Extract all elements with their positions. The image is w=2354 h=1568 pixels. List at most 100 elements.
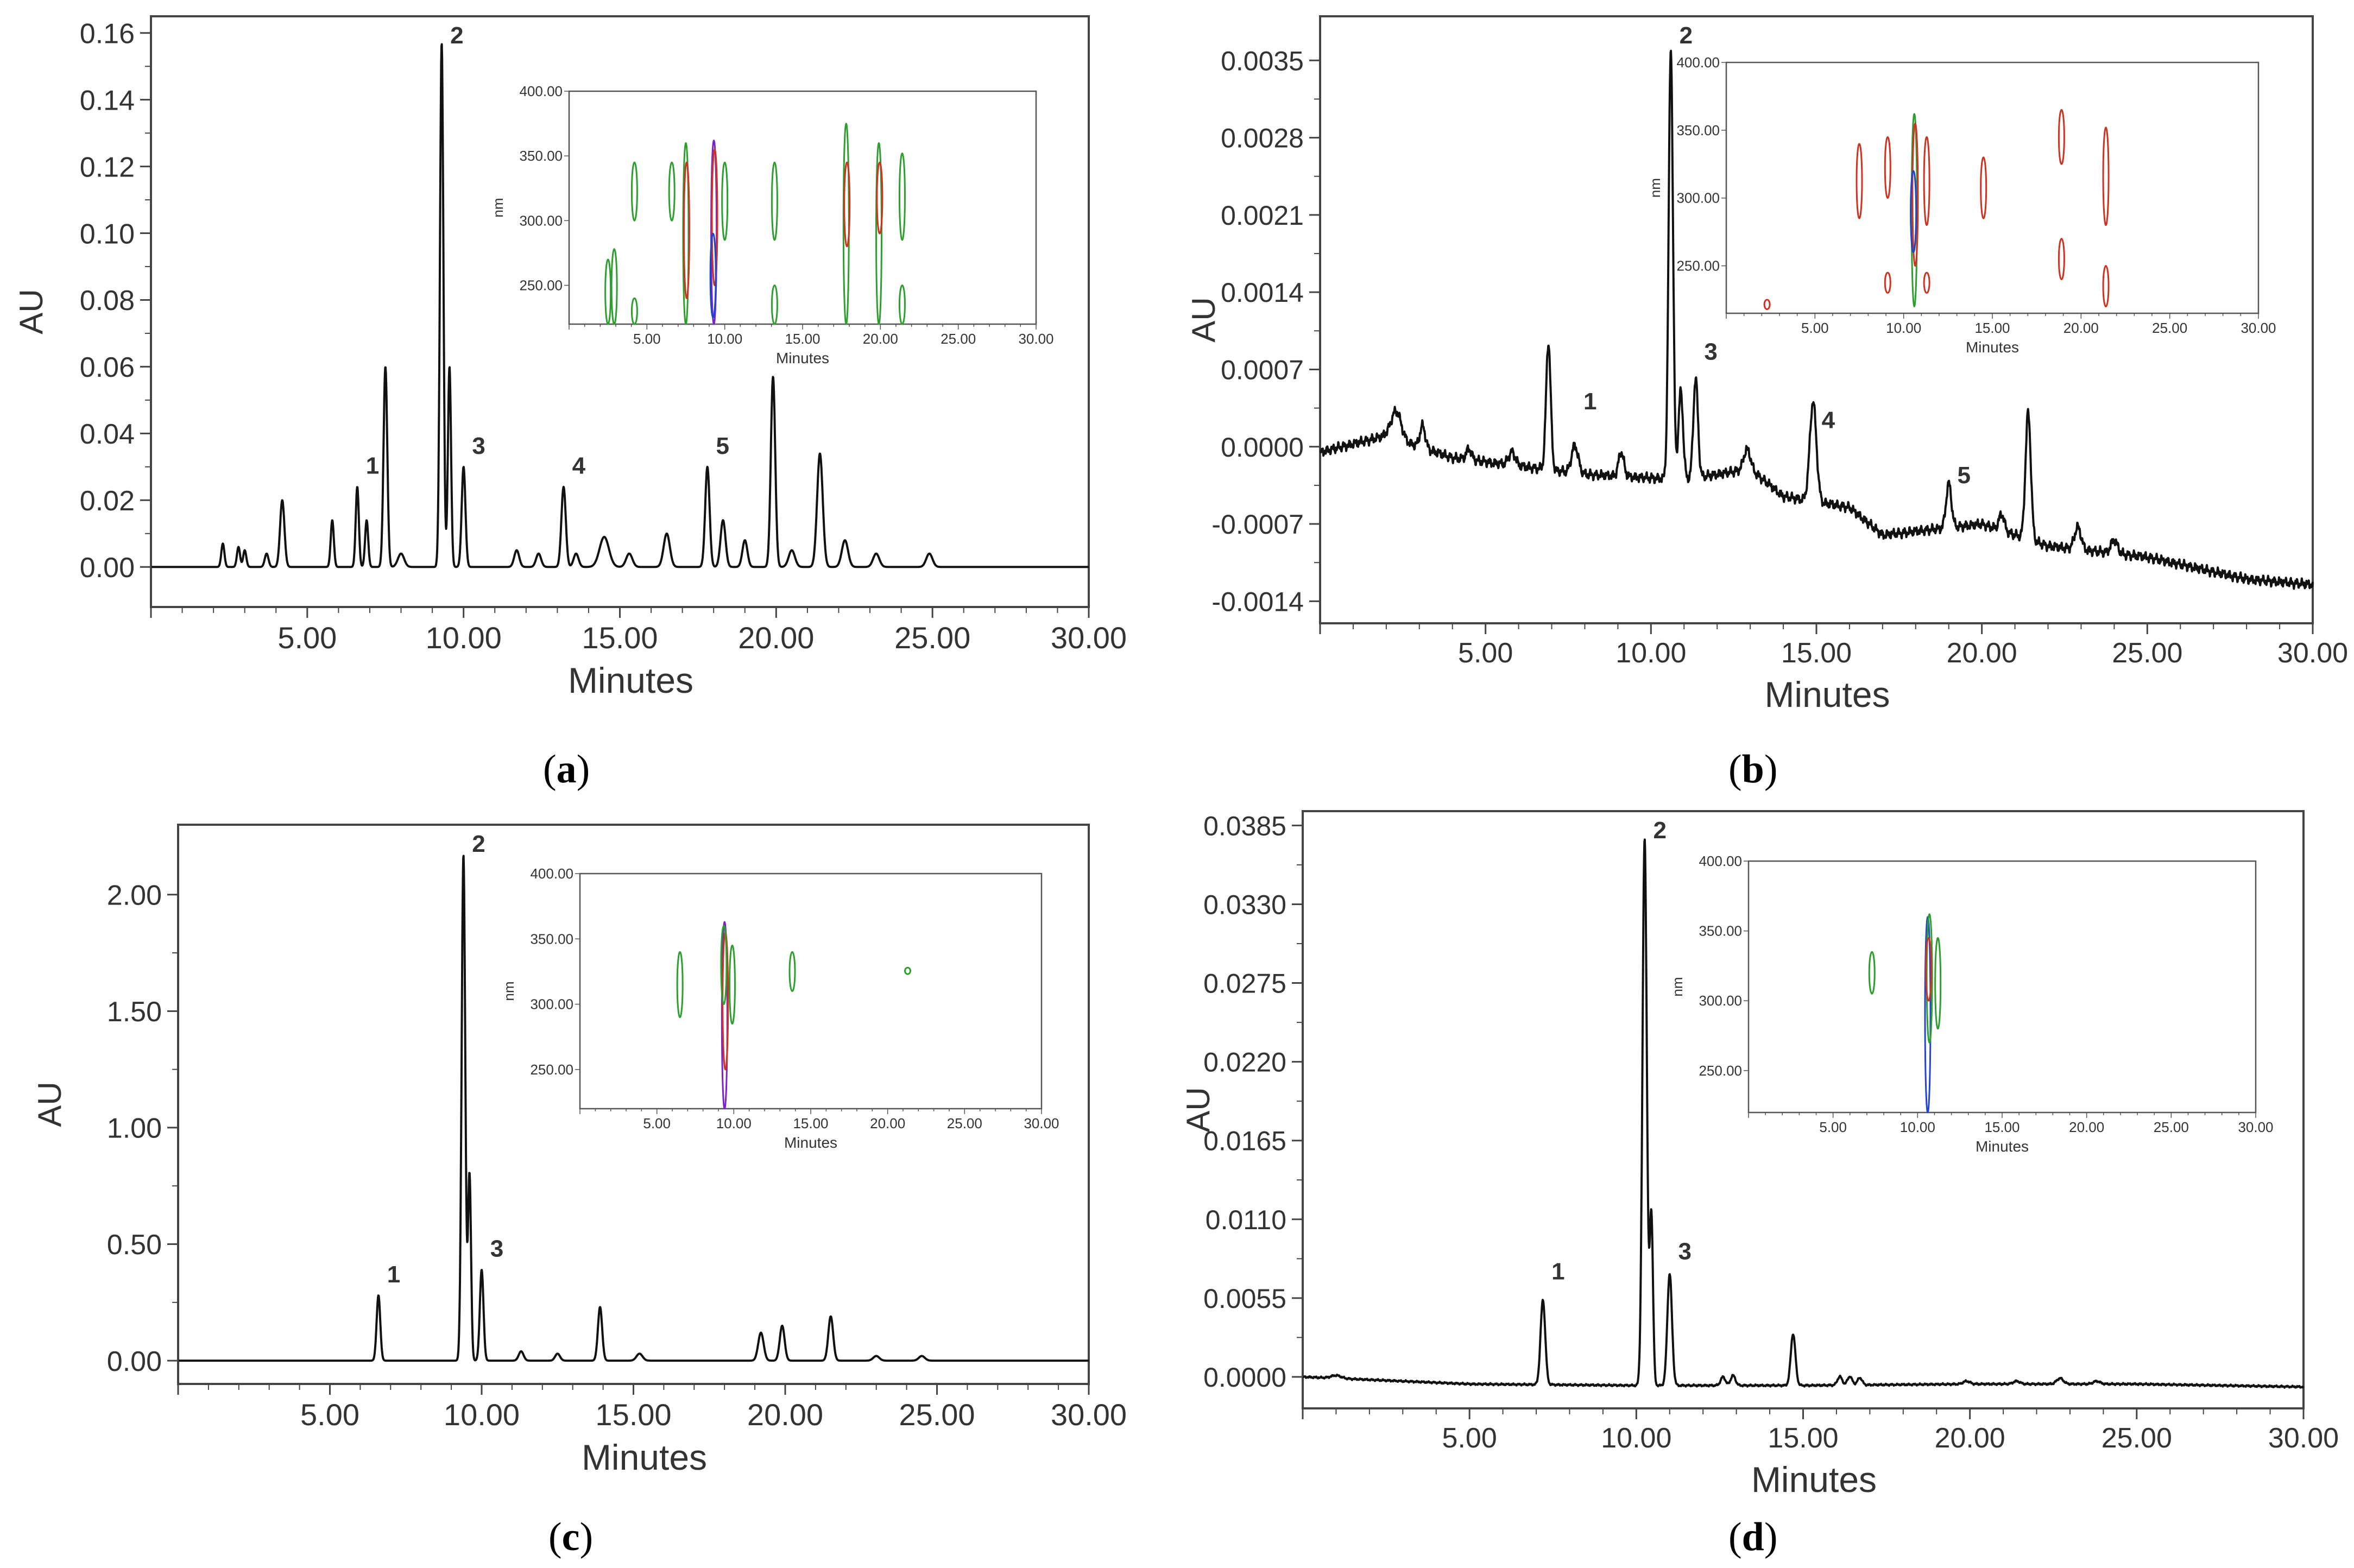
inset-x-tick-label: 30.00 — [2241, 320, 2276, 336]
inset-x-tick-label: 15.00 — [793, 1115, 828, 1131]
x-tick-label: 25.00 — [2101, 1422, 2172, 1454]
inset-contour-band — [720, 925, 728, 1006]
inset-contour-band — [1923, 271, 1930, 294]
inset-y-tick-label: 300.00 — [530, 996, 573, 1013]
inset-contour-band — [1923, 136, 1930, 226]
y-tick-label: 0.0110 — [1206, 1205, 1286, 1235]
y-tick-label: 0.16 — [80, 18, 135, 49]
inset-y-tick-label: 350.00 — [1699, 923, 1742, 939]
inset-contour-band — [788, 951, 796, 992]
y-tick-label: 0.0220 — [1203, 1047, 1286, 1078]
x-tick-label: 10.00 — [426, 621, 502, 655]
inset-y-tick-label: 250.00 — [1699, 1063, 1742, 1079]
x-tick-label: 20.00 — [747, 1398, 823, 1432]
peak-label-4: 4 — [572, 453, 586, 479]
inset-contour-band — [1910, 113, 1918, 308]
inset-contour-band — [1884, 136, 1891, 199]
inset-x-tick-label: 10.00 — [716, 1115, 752, 1131]
inset-contour-band — [676, 951, 684, 1019]
inset-x-tick-label: 30.00 — [1024, 1115, 1059, 1131]
inset-frame — [568, 90, 1037, 325]
y-axis-label: AU — [31, 1082, 68, 1127]
inset-x-tick-label: 20.00 — [2069, 1119, 2104, 1135]
y-tick-label: -0.0014 — [1211, 586, 1304, 617]
y-tick-label: 1.00 — [107, 1113, 162, 1145]
chart-d: 5.00 10.00 15.00 20.00 25.00 30.000.00000.005… — [1180, 810, 2339, 1500]
x-axis-label: Minutes — [582, 1437, 707, 1477]
panel-b: 5.00 10.00 15.00 20.00 25.00 30.00 -0.0014 -0.0… — [1177, 0, 2354, 792]
y-tick-label: 0.50 — [107, 1229, 162, 1261]
y-tick-label: 0.0028 — [1221, 123, 1304, 154]
inset-contour-band — [1980, 156, 1987, 219]
chromatogram-trace — [150, 43, 1090, 568]
inset-x-tick-label: 20.00 — [870, 1115, 905, 1131]
inset-contour-band — [630, 297, 638, 325]
inset-x-tick-label: 5.00 — [1819, 1119, 1847, 1135]
peak-label-1: 1 — [366, 453, 379, 479]
inset-y-tick-label: 400.00 — [1676, 54, 1720, 71]
chart-a: 5.00 10.00 15.00 20.00 25.00 30.000.000.020.0… — [13, 15, 1127, 700]
inset-contour-band — [771, 161, 778, 241]
inset-x-tick-label: 15.00 — [785, 331, 820, 347]
caption-d: (d) — [1728, 1515, 1778, 1559]
y-tick-label: 0.0275 — [1203, 969, 1286, 999]
x-tick-label: 30.00 — [2268, 1422, 2339, 1454]
y-tick-label: 0.0165 — [1203, 1126, 1286, 1156]
x-tick-label: 20.00 — [738, 621, 814, 655]
inset-contour-band — [683, 161, 690, 299]
y-tick-label: 0.0007 — [1221, 355, 1304, 385]
x-tick-label: 25.00 — [2112, 637, 2182, 669]
inset-contour-band — [2102, 127, 2110, 226]
inset-y-axis-label: nm — [1669, 977, 1686, 996]
inset-contour-band — [1911, 122, 1919, 267]
inset-x-tick-label: 5.00 — [633, 331, 661, 347]
inset-contour-band — [875, 142, 882, 325]
inset-y-tick-label: 250.00 — [519, 277, 563, 294]
peak-label-3: 3 — [1704, 339, 1717, 365]
inset-x-tick-label: 10.00 — [707, 331, 742, 347]
inset-contour-band — [1856, 143, 1863, 219]
inset-contour-band — [876, 161, 883, 235]
inset-y-tick-label: 350.00 — [519, 148, 563, 164]
x-tick-label: 10.00 — [1615, 637, 1686, 669]
inset-y-tick-label: 300.00 — [1676, 190, 1720, 206]
y-tick-label: 0.0035 — [1221, 46, 1304, 76]
inset-contour-band — [771, 284, 778, 325]
inset-contour-band — [2058, 238, 2065, 281]
inset-contour-band — [898, 152, 906, 241]
x-axis-label: Minutes — [568, 660, 693, 700]
x-tick-label: 10.00 — [1601, 1422, 1671, 1454]
chromatogram-trace — [1320, 49, 2314, 590]
y-tick-label: 0.00 — [107, 1346, 162, 1377]
inset-y-axis-label: nm — [490, 198, 506, 217]
peak-label-3: 3 — [472, 433, 485, 459]
chart-c: 5.00 10.00 15.00 20.00 25.00 30.000.000.501.0… — [31, 824, 1127, 1477]
inset-contour-band — [1763, 299, 1771, 311]
chromatogram-trace — [178, 855, 1090, 1362]
x-tick-label: 25.00 — [899, 1398, 975, 1432]
y-tick-label: 1.50 — [107, 996, 162, 1028]
inset-contour-band — [1934, 937, 1942, 1030]
inset-x-tick-label: 15.00 — [1984, 1119, 2019, 1135]
inset-x-tick-label: 30.00 — [1018, 331, 1053, 347]
x-tick-label: 20.00 — [1935, 1422, 2005, 1454]
peak-label-2: 2 — [1653, 817, 1666, 844]
y-tick-label: 2.00 — [107, 880, 162, 911]
inset-contour-band — [2102, 265, 2110, 308]
inset-x-tick-label: 5.00 — [1801, 320, 1829, 336]
x-axis-label: Minutes — [1751, 1459, 1877, 1500]
peak-label-5: 5 — [1957, 462, 1970, 489]
inset-contour-band — [1924, 916, 1932, 1114]
inset-x-tick-label: 25.00 — [2152, 320, 2187, 336]
inset-y-tick-label: 400.00 — [530, 865, 573, 882]
caption-c: (c) — [548, 1515, 594, 1559]
x-tick-label: 15.00 — [582, 621, 658, 655]
y-tick-label: 0.14 — [80, 85, 135, 116]
y-tick-label: 0.08 — [80, 285, 135, 317]
x-tick-label: 30.00 — [1051, 621, 1127, 655]
inset-y-tick-label: 250.00 — [530, 1061, 573, 1078]
chromatogram-trace — [1302, 838, 2305, 1389]
inset-frame — [579, 872, 1043, 1110]
inset-y-tick-label: 400.00 — [519, 83, 563, 99]
inset-contour-band — [843, 161, 851, 248]
